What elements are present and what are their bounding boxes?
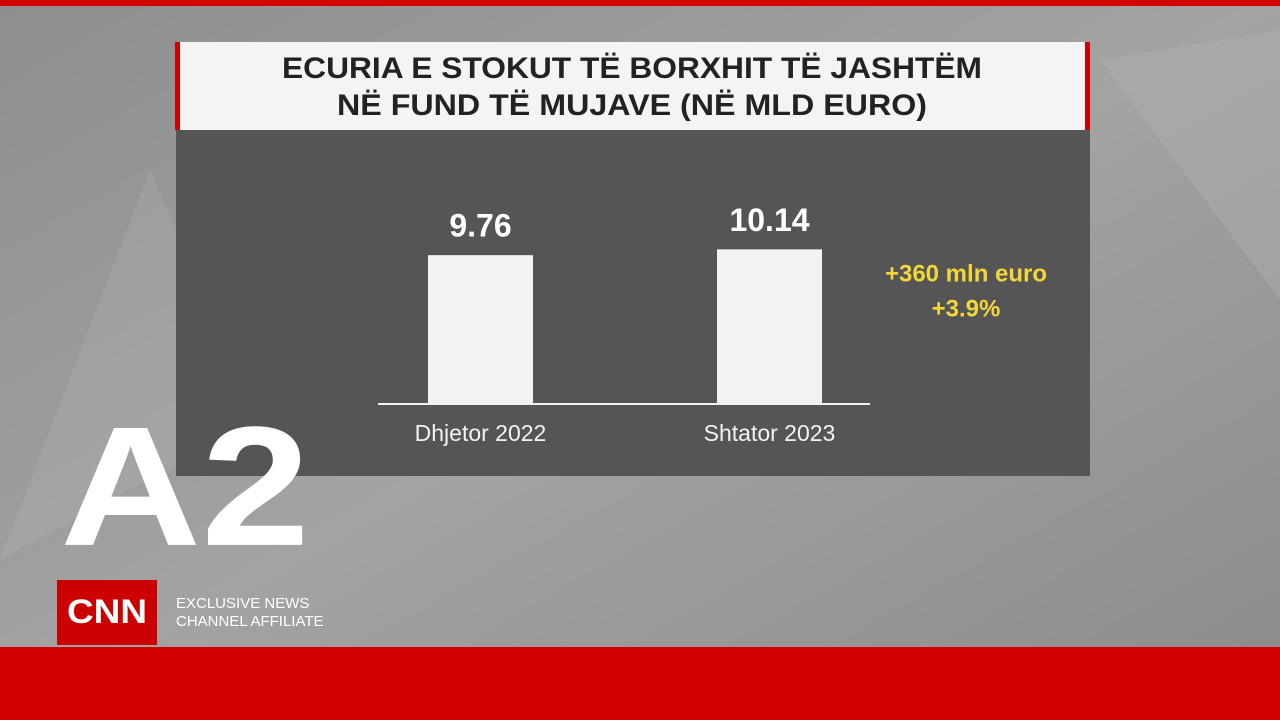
chart-title: NË FUND TË MUJAVE (NË MLD EURO) [337, 89, 927, 122]
plot: 9.76 Dhjetor 2022 10.14 Shtator 2023 +360 ml… [378, 202, 1047, 446]
bg-shape [0, 170, 260, 560]
x-tick-label: Shtator 2023 [704, 420, 836, 446]
value-label: 9.76 [449, 208, 511, 244]
title-box [175, 42, 1090, 130]
logo: A2 [60, 392, 310, 582]
tagline: EXCLUSIVE NEWS [176, 595, 309, 612]
title-accent [175, 42, 180, 130]
cnn-box [57, 580, 157, 645]
x-tick-label: Dhjetor 2022 [415, 420, 547, 446]
chart-panel [176, 130, 1090, 476]
chart-title: ECURIA E STOKUT TË BORXHIT TË JASHTËM [282, 52, 982, 85]
bg-shape [1100, 30, 1280, 300]
value-label: 10.14 [729, 202, 809, 238]
tagline: CHANNEL AFFILIATE [176, 613, 324, 630]
cnn-logo: CNN [67, 593, 147, 631]
bottom-band [0, 647, 1280, 720]
top-border [0, 0, 1280, 6]
bar [717, 249, 822, 404]
bar [428, 255, 533, 404]
annotation: +360 mln euro [885, 260, 1047, 287]
annotation: +3.9% [932, 295, 1001, 322]
title-accent [1085, 42, 1090, 130]
